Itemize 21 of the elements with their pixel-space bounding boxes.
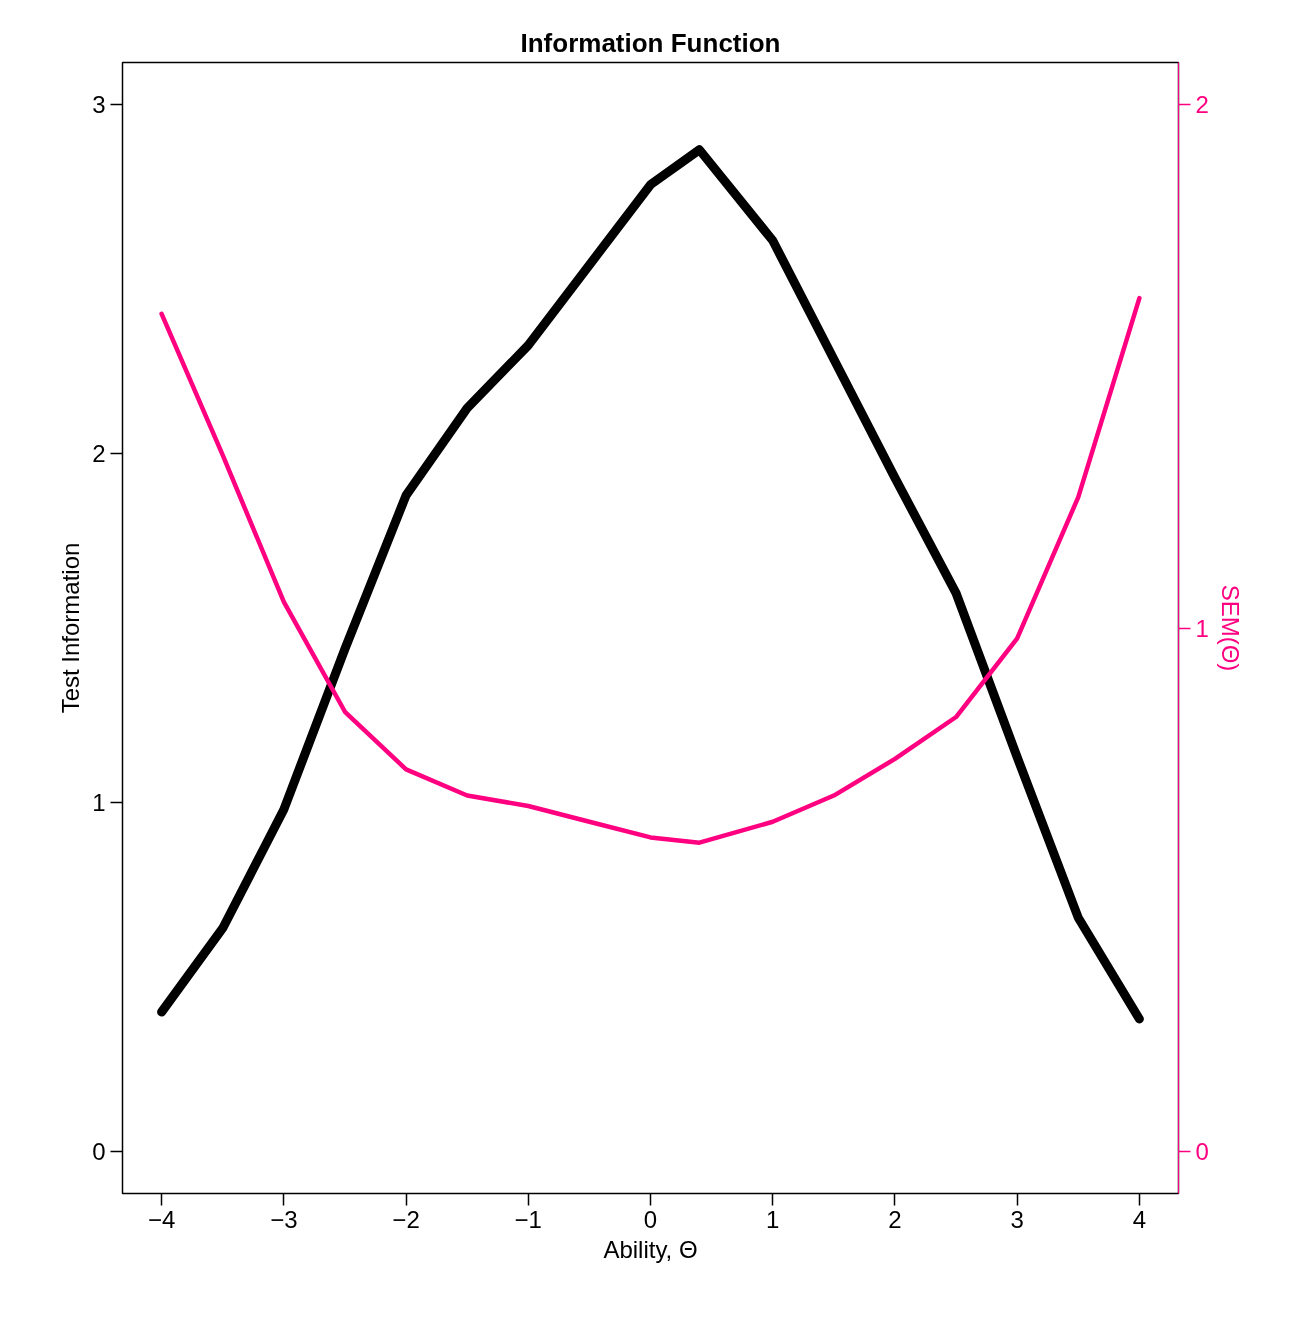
line-series (159, 295, 1142, 845)
chart-title: Information Function (520, 27, 781, 58)
y2-tick-label: 1 (1195, 614, 1209, 642)
y2-tick-label: 2 (1195, 90, 1209, 118)
y-tick-label: 3 (92, 90, 106, 118)
x-tick-label: 4 (1132, 1205, 1147, 1233)
x-tick-label: −1 (514, 1205, 542, 1233)
y2-axis-title: SEM(Θ) (1216, 584, 1244, 672)
y2-tick-label: 0 (1195, 1138, 1209, 1166)
x-tick-label: 3 (1010, 1205, 1024, 1233)
y-tick-label: 2 (92, 439, 106, 467)
x-tick-label: −2 (392, 1205, 420, 1233)
x-tick-label: 0 (643, 1205, 658, 1233)
x-tick-label: −3 (270, 1205, 298, 1233)
x-axis-title: Ability, Θ (603, 1235, 698, 1263)
x-tick-label: 2 (888, 1205, 902, 1233)
y-tick-label: 0 (92, 1138, 106, 1166)
x-tick-label: 1 (766, 1205, 780, 1233)
x-tick-label: −4 (147, 1205, 176, 1233)
y-tick-label: 1 (92, 789, 106, 817)
y-axis-title: Test Information (57, 542, 85, 714)
